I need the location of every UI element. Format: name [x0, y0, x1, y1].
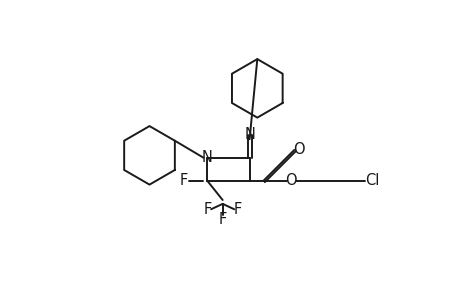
- Text: N: N: [244, 127, 254, 142]
- Text: O: O: [292, 142, 304, 158]
- Text: F: F: [203, 202, 211, 217]
- Text: F: F: [218, 212, 226, 227]
- Text: F: F: [179, 173, 188, 188]
- Text: F: F: [234, 202, 241, 217]
- Text: Cl: Cl: [365, 173, 379, 188]
- Text: N: N: [202, 150, 212, 165]
- Text: O: O: [285, 173, 297, 188]
